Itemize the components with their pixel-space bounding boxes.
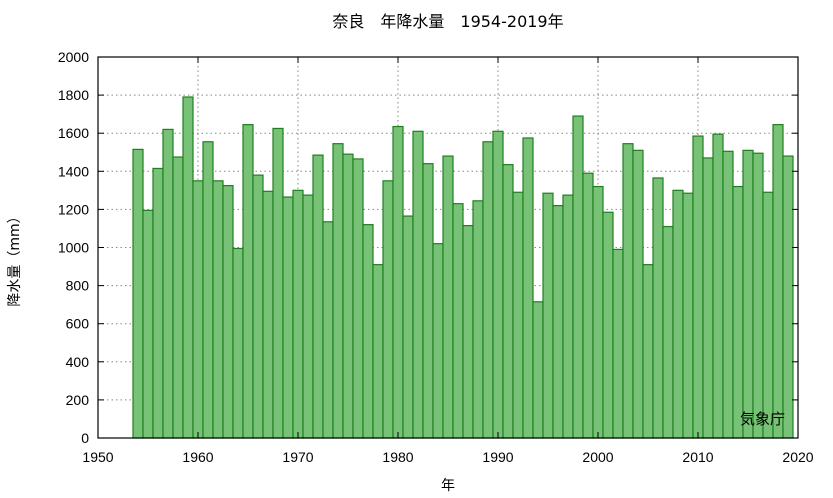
bar-1996 — [552, 204, 564, 439]
y-tick-label: 1000 — [58, 240, 89, 256]
x-axis-label: 年 — [441, 478, 455, 494]
bar-1987 — [462, 224, 474, 439]
bar-1966 — [252, 174, 264, 439]
bar-2003 — [622, 143, 634, 439]
bar-2005 — [642, 264, 654, 439]
bar-1998 — [572, 115, 584, 439]
x-tick-label: 2020 — [782, 449, 813, 465]
bars — [132, 96, 794, 439]
y-tick-label: 600 — [66, 316, 90, 332]
bar-2007 — [662, 225, 674, 439]
bar-2015 — [742, 149, 754, 439]
bar-1989 — [482, 141, 494, 439]
x-tick-label: 1990 — [482, 449, 513, 465]
bar-2012 — [712, 133, 724, 439]
bar-2019 — [782, 155, 794, 439]
y-tick-label: 400 — [66, 354, 90, 370]
bar-2008 — [672, 189, 684, 439]
bar-1960 — [192, 180, 204, 439]
bar-2018 — [772, 124, 784, 439]
y-tick-label: 2000 — [58, 49, 89, 65]
bar-1956 — [152, 167, 164, 439]
bar-2011 — [702, 157, 714, 439]
bar-1986 — [452, 203, 464, 439]
bar-1983 — [422, 163, 434, 439]
bar-1990 — [492, 130, 504, 439]
bar-2010 — [692, 135, 704, 439]
bar-1976 — [352, 158, 364, 439]
bar-1965 — [242, 124, 254, 439]
y-tick-label: 200 — [66, 392, 90, 408]
bar-1999 — [582, 172, 594, 439]
bar-1963 — [222, 184, 234, 439]
bar-1955 — [142, 209, 154, 439]
bar-1974 — [332, 143, 344, 439]
bar-1969 — [282, 196, 294, 439]
bar-2001 — [602, 211, 614, 439]
bar-1970 — [292, 189, 304, 439]
bar-2014 — [732, 185, 744, 439]
y-tick-labels: 0 200 400 600 800 1000 1200 1400 1600 1800 2000 — [58, 49, 89, 446]
axis-ticks — [97, 56, 799, 439]
bar-1988 — [472, 200, 484, 439]
y-tick-label: 800 — [66, 278, 90, 294]
bar-1992 — [512, 191, 524, 439]
bar-2009 — [682, 192, 694, 439]
bar-2000 — [592, 185, 604, 439]
bar-2006 — [652, 177, 664, 439]
x-tick-label: 2000 — [582, 449, 613, 465]
x-tick-label: 1980 — [382, 449, 413, 465]
bar-1975 — [342, 153, 354, 439]
bar-1984 — [432, 243, 444, 439]
bar-1997 — [562, 194, 574, 439]
bar-1994 — [532, 301, 544, 439]
y-tick-label: 1600 — [58, 125, 89, 141]
bar-2004 — [632, 149, 644, 439]
bar-2017 — [762, 191, 774, 439]
bar-2002 — [612, 248, 624, 439]
bar-1971 — [302, 194, 314, 439]
bar-1968 — [272, 127, 284, 439]
x-tick-label: 2010 — [682, 449, 713, 465]
bar-1972 — [312, 154, 324, 439]
y-tick-label: 1400 — [58, 163, 89, 179]
chart-title: 奈良 年降水量 1954-2019年 — [332, 12, 563, 31]
y-axis-label: 降水量（mm） — [7, 209, 23, 306]
bar-1982 — [412, 130, 424, 439]
bar-1981 — [402, 215, 414, 439]
x-tick-label: 1960 — [182, 449, 213, 465]
bar-1993 — [522, 137, 534, 439]
bar-1962 — [212, 180, 224, 439]
x-tick-label: 1950 — [82, 449, 113, 465]
source-note: 気象庁 — [740, 410, 785, 428]
bar-1977 — [362, 224, 374, 439]
y-tick-label: 1800 — [58, 87, 89, 103]
bar-2016 — [752, 152, 764, 439]
bar-1995 — [542, 192, 554, 439]
bar-1980 — [392, 125, 404, 439]
bar-1959 — [182, 96, 194, 439]
bar-1961 — [202, 141, 214, 439]
bar-2013 — [722, 150, 734, 439]
bar-1978 — [372, 264, 384, 439]
x-tick-labels: 1950 1960 1970 1980 1990 2000 2010 2020 — [82, 449, 813, 465]
bar-1957 — [162, 128, 174, 439]
bar-1979 — [382, 180, 394, 439]
bar-1964 — [232, 247, 244, 439]
x-tick-label: 1970 — [282, 449, 313, 465]
bar-1991 — [502, 164, 514, 439]
bar-1985 — [442, 155, 454, 439]
y-tick-label: 0 — [81, 430, 89, 446]
bar-1967 — [262, 190, 274, 439]
y-tick-label: 1200 — [58, 201, 89, 217]
bar-1973 — [322, 221, 334, 439]
bar-1954 — [132, 148, 144, 439]
bar-1958 — [172, 156, 184, 439]
